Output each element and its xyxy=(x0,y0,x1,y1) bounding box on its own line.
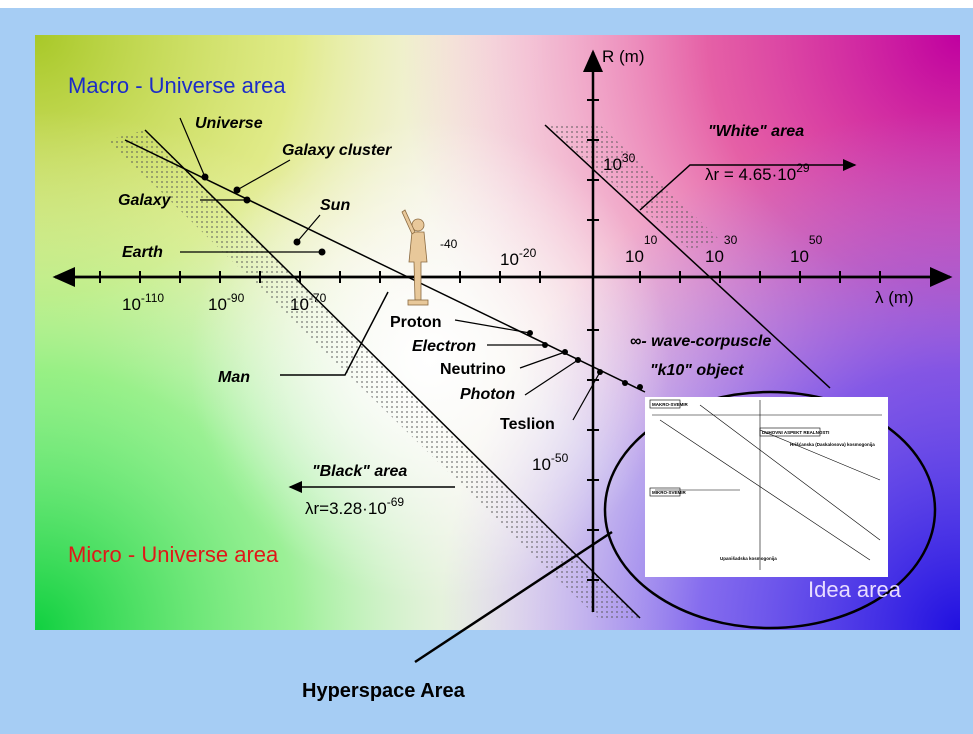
inset-text: MIKRO-SVEMIR xyxy=(652,490,687,495)
exp: 30 xyxy=(622,151,636,165)
base: 10 xyxy=(290,295,309,314)
base: 10 xyxy=(625,247,644,266)
object-label: "k10" object xyxy=(650,362,744,379)
exp: -70 xyxy=(309,291,327,305)
inset-image: MAKRO-SVEMIR DUHOVNI ASPEKT REALNOSTI Hr… xyxy=(645,397,888,577)
area-name: "White" area xyxy=(708,123,804,140)
axis-label: R (m) xyxy=(602,47,644,66)
base: 10 xyxy=(208,295,227,314)
object-label: Earth xyxy=(122,244,163,261)
exp: -110 xyxy=(141,291,164,305)
exp: 30 xyxy=(724,233,738,247)
object-label: Galaxy xyxy=(118,192,172,209)
formula: λr = 4.65·1029 xyxy=(705,161,810,184)
base: λr=3.28·10 xyxy=(305,499,387,518)
area-label: Idea area xyxy=(808,577,902,602)
exp: -90 xyxy=(227,291,245,305)
object-label: Photon xyxy=(460,386,515,403)
page: MAKRO-SVEMIR DUHOVNI ASPEKT REALNOSTI Hr… xyxy=(0,0,973,734)
caption: Hyperspace Area xyxy=(302,680,466,702)
base: 10 xyxy=(500,250,519,269)
object-label: Teslion xyxy=(500,416,555,433)
exp: 29 xyxy=(796,161,810,175)
object-label: Man xyxy=(218,369,250,386)
object-label: Galaxy cluster xyxy=(282,142,392,159)
inset-text: Upanišadska kosmogonija xyxy=(720,556,777,561)
base: 10 xyxy=(705,247,724,266)
inset-text: DUHOVNI ASPEKT REALNOSTI xyxy=(762,430,829,435)
object-label: Neutrino xyxy=(440,361,506,378)
exp: 50 xyxy=(809,233,823,247)
exp: -50 xyxy=(551,451,569,465)
base: λr = 4.65·10 xyxy=(705,165,796,184)
base: 10 xyxy=(532,455,551,474)
object-label: Sun xyxy=(320,197,350,214)
exp: -20 xyxy=(519,246,537,260)
object-label: ∞- wave-corpuscle xyxy=(630,333,771,350)
exp: -69 xyxy=(387,495,405,509)
exp: 10 xyxy=(644,233,658,247)
object-label: Electron xyxy=(412,338,476,355)
x-tick-label: -40 xyxy=(440,237,458,251)
area-label: Micro - Universe area xyxy=(68,542,279,567)
object-label: Proton xyxy=(390,314,442,331)
base: 10 xyxy=(122,295,141,314)
axis-label: λ (m) xyxy=(875,288,914,307)
inset-text: Hrišćanska (Daskalosova) kosmogonija xyxy=(790,442,875,447)
inset-text: MAKRO-SVEMIR xyxy=(652,402,688,407)
base: 10 xyxy=(790,247,809,266)
object-label: Universe xyxy=(195,115,263,132)
area-label: Macro - Universe area xyxy=(68,73,286,98)
area-name: "Black" area xyxy=(312,463,407,480)
base: 10 xyxy=(603,155,622,174)
